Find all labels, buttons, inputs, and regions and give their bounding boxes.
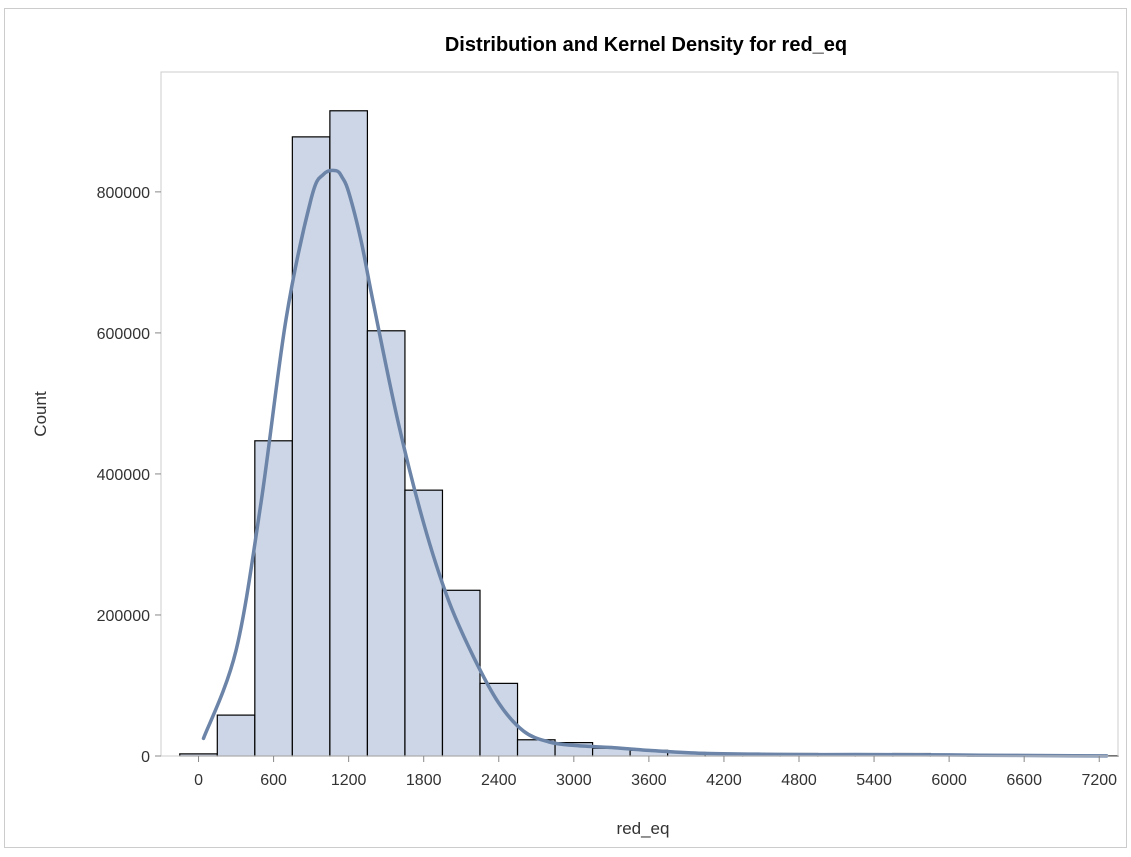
x-tick-label: 3000 (556, 772, 592, 789)
x-tick-label: 0 (194, 772, 203, 789)
x-tick-label: 6600 (1006, 772, 1042, 789)
x-tick-label: 3600 (631, 772, 667, 789)
histogram-bar (291, 136, 331, 757)
outer-border (4, 8, 1127, 848)
x-tick-label: 2400 (481, 772, 517, 789)
x-tick-label: 600 (260, 772, 287, 789)
y-axis-ticks: 0 200000 400000 600000 800000 (97, 185, 161, 766)
y-tick-label: 400000 (97, 467, 150, 484)
y-tick-label: 600000 (97, 326, 150, 343)
x-axis-label: red_eq (617, 819, 670, 838)
histogram-bar (441, 589, 481, 757)
x-tick-label: 7200 (1081, 772, 1117, 789)
histogram-bar (404, 489, 444, 757)
bars-group (179, 110, 1119, 757)
kernel-density-line (201, 168, 1109, 758)
chart-title: Distribution and Kernel Density for red_… (445, 34, 847, 56)
histogram-bar (216, 714, 256, 757)
histogram-bar (254, 440, 293, 757)
histogram-bar (366, 330, 406, 757)
x-axis-ticks: 0 600 1200 1800 2400 3000 3600 4200 4800 5400 6000… (194, 756, 1117, 789)
x-tick-label: 6000 (931, 772, 967, 789)
y-tick-label: 800000 (97, 185, 150, 202)
x-tick-label: 5400 (856, 772, 892, 789)
histogram-bar (329, 110, 369, 757)
x-tick-label: 1800 (406, 772, 442, 789)
y-tick-label: 0 (141, 749, 150, 766)
x-tick-label: 4200 (706, 772, 742, 789)
y-tick-label: 200000 (97, 608, 150, 625)
y-axis-label: Count (31, 391, 50, 437)
x-tick-label: 4800 (781, 772, 817, 789)
x-tick-label: 1200 (331, 772, 367, 789)
plot-area-frame (160, 71, 1119, 757)
